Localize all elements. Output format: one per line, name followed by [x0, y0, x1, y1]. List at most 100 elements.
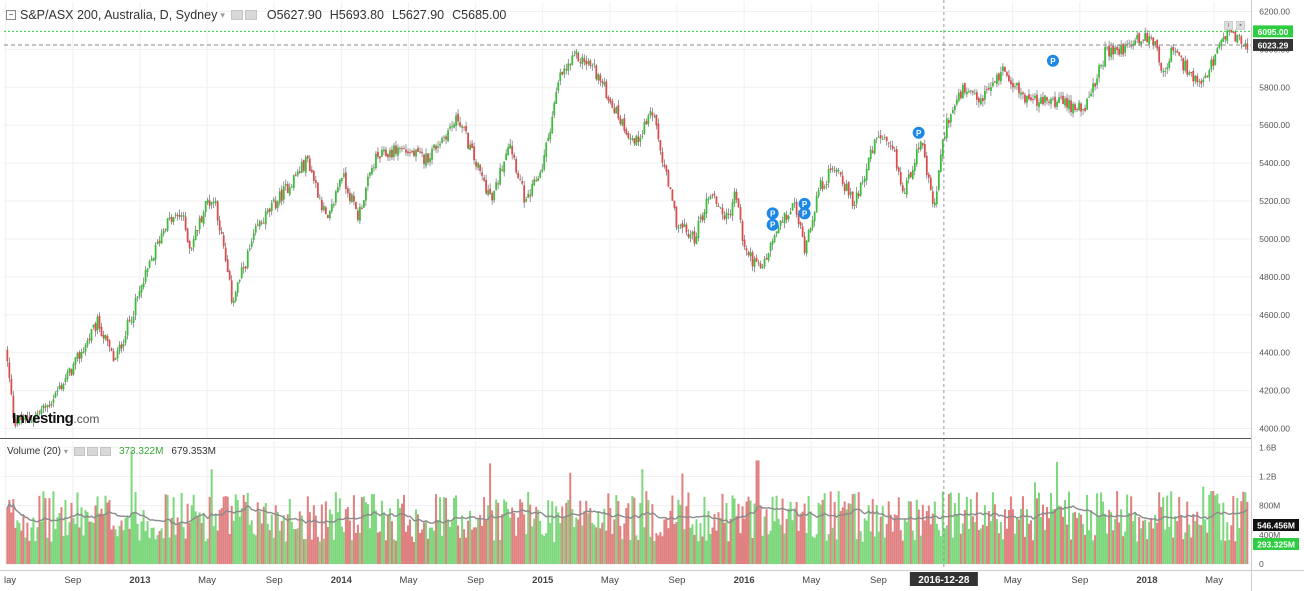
- volume-bar: [887, 501, 890, 564]
- volume-bar: [1088, 530, 1091, 564]
- candle-body: [202, 212, 205, 224]
- volume-title[interactable]: Volume (20): [7, 446, 61, 457]
- volume-bar: [729, 518, 732, 564]
- volume-bar: [951, 537, 954, 564]
- candle-body: [1134, 40, 1137, 45]
- candle-body: [108, 340, 111, 348]
- volume-ma-label: 293.325M: [1257, 540, 1295, 550]
- candle-body: [799, 222, 802, 226]
- candle-body: [663, 164, 666, 167]
- p-marker-badge[interactable]: [798, 197, 811, 210]
- volume-bar: [1158, 492, 1161, 564]
- volume-bar: [511, 507, 514, 564]
- x-tick-label: 2015: [532, 575, 554, 586]
- candle-body: [355, 201, 357, 209]
- candle-body: [20, 414, 23, 421]
- candle-body: [1144, 32, 1147, 41]
- candle-body: [170, 216, 173, 222]
- volume-bar: [290, 521, 293, 564]
- volume-bar: [835, 539, 838, 564]
- p-marker-badge[interactable]: [766, 218, 779, 231]
- volume-bar: [707, 510, 710, 564]
- candle-body: [431, 148, 433, 160]
- volume-bar: [821, 499, 824, 564]
- volume-bar: [266, 523, 269, 564]
- candle-body: [132, 316, 135, 323]
- volume-bar: [467, 520, 470, 564]
- collapse-pane-icon[interactable]: ı: [1224, 21, 1233, 30]
- candle-body: [150, 259, 153, 261]
- volume-bar: [799, 513, 802, 564]
- volume-bar: [1082, 523, 1085, 564]
- candle-body: [775, 231, 778, 234]
- p-marker-badge[interactable]: [766, 207, 779, 220]
- eye-icon[interactable]: [73, 447, 85, 456]
- volume-bar: [6, 507, 9, 564]
- collapse-icon[interactable]: −: [6, 10, 16, 20]
- candle-body: [471, 143, 473, 149]
- candle-body: [803, 236, 806, 253]
- volume-bar: [1025, 509, 1028, 564]
- candle-body: [751, 252, 754, 267]
- candle-body: [529, 194, 532, 197]
- candle-body: [1122, 43, 1125, 55]
- candle-body: [719, 207, 722, 209]
- chevron-down-icon[interactable]: ▾: [63, 447, 68, 456]
- volume-bar: [124, 517, 127, 564]
- volume-bar: [100, 508, 103, 564]
- candle-body: [979, 98, 982, 105]
- candle-body: [385, 149, 387, 157]
- volume-bar: [547, 500, 550, 564]
- candle-body: [326, 214, 329, 219]
- candle-body: [507, 147, 510, 156]
- volume-bar: [370, 493, 373, 564]
- p-marker-badge[interactable]: [1046, 54, 1059, 67]
- volume-bar: [286, 514, 289, 564]
- candle-body: [395, 145, 397, 154]
- candle-body: [557, 82, 560, 91]
- last-volume-label-box: [1253, 519, 1299, 531]
- p-marker-badge[interactable]: [912, 126, 925, 139]
- candle-body: [459, 122, 461, 127]
- volume-bar: [264, 503, 267, 564]
- volume-bar: [400, 503, 403, 564]
- volume-bar: [515, 535, 518, 564]
- candle-body: [743, 239, 746, 248]
- volume-bar: [1066, 524, 1069, 564]
- candle-body: [807, 230, 810, 242]
- volume-bar: [505, 501, 508, 564]
- volume-bar: [747, 496, 750, 564]
- candle-body: [581, 56, 584, 64]
- volume-bar: [899, 530, 902, 564]
- candle-body: [184, 216, 187, 230]
- candle-body: [1224, 36, 1227, 40]
- volume-bar: [1164, 529, 1167, 564]
- symbol-title[interactable]: S&P/ASX 200, Australia, D, Sydney: [20, 8, 218, 22]
- candle-body: [733, 191, 736, 204]
- volume-bar: [495, 499, 498, 564]
- p-marker-badge[interactable]: [798, 207, 811, 220]
- candle-body: [1058, 97, 1060, 104]
- volume-bar: [481, 525, 484, 564]
- maximize-pane-icon[interactable]: ▪: [1236, 21, 1245, 30]
- candle-body: [1208, 70, 1211, 78]
- settings-icon[interactable]: [244, 10, 257, 20]
- settings-icon[interactable]: [86, 447, 98, 456]
- volume-bar: [533, 518, 536, 564]
- candle-body: [238, 279, 241, 282]
- candle-body: [262, 222, 265, 224]
- candle-body: [957, 92, 960, 101]
- volume-bar: [719, 517, 722, 564]
- close-icon[interactable]: [99, 447, 111, 456]
- candle-body: [489, 188, 492, 194]
- volume-bar: [236, 499, 239, 564]
- candle-body: [397, 147, 399, 156]
- candle-body: [992, 82, 994, 87]
- volume-bar: [134, 491, 137, 564]
- chevron-down-icon[interactable]: ▾: [220, 9, 225, 20]
- eye-icon[interactable]: [230, 10, 243, 20]
- volume-bar: [925, 511, 928, 564]
- candle-body: [705, 198, 708, 214]
